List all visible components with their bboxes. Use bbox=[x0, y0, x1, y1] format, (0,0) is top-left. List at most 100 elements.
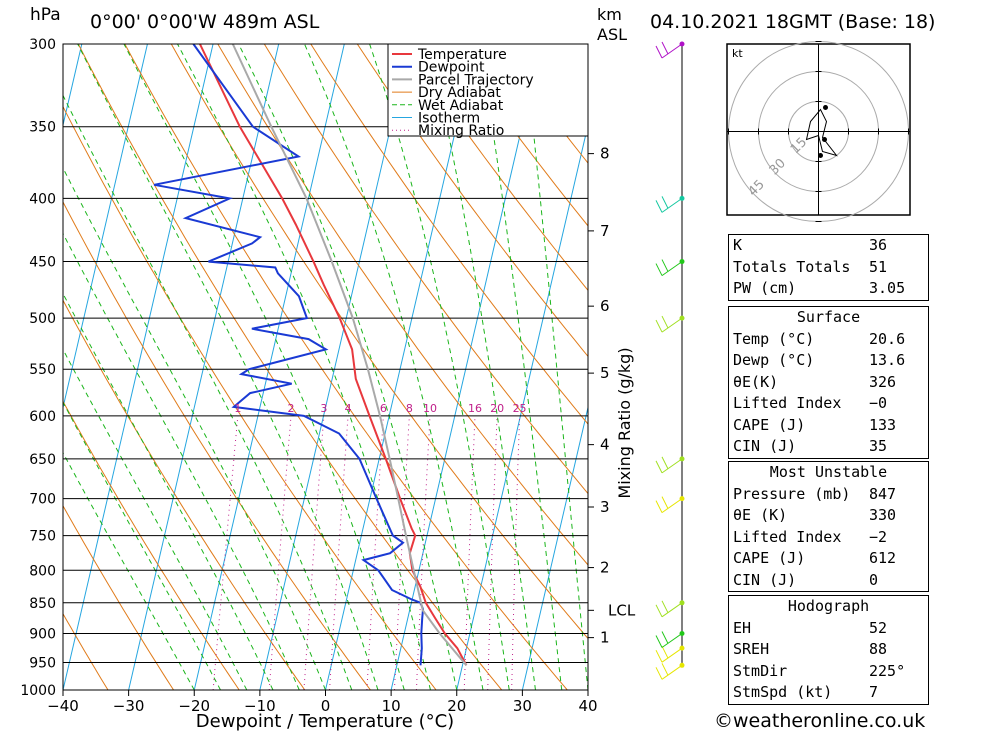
pressure-label: 650 bbox=[29, 452, 56, 468]
mixing-ratio-label: 10 bbox=[423, 402, 437, 415]
most-unstable-box: Most Unstable Pressure (mb) 847 θE (K) 330… bbox=[728, 461, 929, 592]
hodograph-row: StmSpd (kt) 7 bbox=[733, 683, 879, 701]
x-tick-label: −40 bbox=[47, 697, 79, 715]
legend-label: Wet Adiabat bbox=[418, 98, 504, 114]
km-tick-label: 7 bbox=[600, 222, 610, 240]
dry-adiabat-line bbox=[77, 44, 503, 690]
dry-adiabat-line bbox=[63, 612, 109, 690]
km-tick-label: 3 bbox=[600, 498, 610, 516]
isotherm-line bbox=[193, 44, 345, 690]
wet-adiabat-line bbox=[428, 44, 536, 690]
isotherm-line bbox=[259, 44, 411, 690]
mixing-ratio-line bbox=[366, 415, 384, 690]
wet-adiabat-line bbox=[523, 44, 588, 690]
index-row-totals: Totals Totals 51 bbox=[733, 257, 888, 276]
wind-barb bbox=[655, 315, 683, 333]
sounding-profiles bbox=[153, 44, 468, 666]
parcel-trajectory-profile bbox=[231, 44, 468, 666]
hodograph-point bbox=[818, 153, 823, 158]
surface-box: Surface Temp (°C) 20.6 Dewp (°C) 13.6 θE(K… bbox=[728, 306, 929, 459]
surface-row: Temp (°C) 20.6 bbox=[733, 329, 906, 348]
wind-barb bbox=[655, 41, 683, 59]
legend-label: Temperature bbox=[417, 47, 507, 63]
pressure-label: 300 bbox=[29, 37, 56, 53]
x-tick-label: 40 bbox=[578, 697, 597, 715]
x-tick-label: −10 bbox=[244, 697, 276, 715]
wet-adiabat-line bbox=[63, 94, 353, 690]
most-unstable-row: Pressure (mb) 847 bbox=[733, 484, 897, 503]
dry-adiabat-line bbox=[403, 44, 588, 292]
legend-label: Parcel Trajectory bbox=[418, 72, 534, 88]
hodograph-row: SREH 88 bbox=[733, 640, 888, 658]
km-tick-label: LCL bbox=[608, 601, 636, 619]
index-row-pw: PW (cm) 3.05 bbox=[733, 279, 906, 297]
pressure-label: 900 bbox=[29, 626, 56, 642]
dry-adiabat-line bbox=[449, 44, 588, 227]
x-tick-label: −30 bbox=[113, 697, 145, 715]
surface-row: Lifted Index −0 bbox=[733, 394, 888, 412]
wind-barb bbox=[655, 496, 683, 514]
wet-adiabat-line bbox=[63, 292, 274, 690]
pressure-label: 700 bbox=[29, 492, 56, 508]
isotherm-line bbox=[456, 122, 588, 690]
pressure-label: 1000 bbox=[20, 683, 56, 699]
hodograph-trace bbox=[805, 108, 838, 157]
most-unstable-row: Lifted Index −2 bbox=[733, 527, 888, 546]
wet-adiabat-line bbox=[177, 44, 431, 690]
isotherm-line bbox=[63, 44, 214, 690]
wind-barb bbox=[655, 259, 683, 277]
mixing-ratio-axis-label: Mixing Ratio (g/kg) bbox=[615, 347, 634, 498]
x-tick-label: 20 bbox=[447, 697, 466, 715]
copyright-link[interactable]: ©weatheronline.co.uk bbox=[714, 710, 926, 732]
pressure-label: 850 bbox=[29, 596, 56, 612]
hodograph-row: EH 52 bbox=[733, 618, 888, 637]
mixing-ratio-label: 25 bbox=[513, 402, 527, 415]
indices-box: K 36 Totals Totals 51 PW (cm) 3.05 bbox=[728, 234, 929, 301]
pressure-label: 750 bbox=[29, 529, 56, 545]
x-tick-label: 30 bbox=[513, 697, 532, 715]
mixing-ratio-label: 6 bbox=[380, 402, 387, 415]
km-tick-label: 6 bbox=[600, 297, 610, 315]
asl-label: ASL bbox=[597, 25, 627, 44]
isotherm-line bbox=[521, 405, 588, 690]
wet-adiabat-line bbox=[63, 232, 300, 690]
dry-adiabat-line bbox=[263, 44, 588, 495]
km-tick-label: 2 bbox=[600, 559, 610, 577]
wind-profile bbox=[655, 41, 685, 680]
km-label: km bbox=[597, 5, 622, 24]
wind-barb bbox=[655, 456, 683, 474]
mixing-ratio-line bbox=[511, 415, 521, 690]
hodograph-box: Hodograph EH 52 SREH 88 StmDir 225° StmSpd … bbox=[728, 595, 929, 705]
legend-label: Dewpoint bbox=[418, 60, 485, 76]
pressure-label: 400 bbox=[29, 191, 56, 207]
pressure-label: 350 bbox=[29, 120, 56, 136]
surface-row: Dewp (°C) 13.6 bbox=[733, 351, 906, 369]
hodograph-point bbox=[822, 137, 827, 142]
hodograph-unit: kt bbox=[732, 47, 743, 60]
pressure-label: 600 bbox=[29, 409, 56, 425]
dry-adiabat-line bbox=[63, 504, 175, 690]
pressure-label: 950 bbox=[29, 655, 56, 671]
dewpoint-profile bbox=[153, 44, 425, 666]
most-unstable-row: θE (K) 330 bbox=[733, 506, 897, 524]
mixing-ratio-label: 16 bbox=[468, 402, 482, 415]
x-tick-label: −20 bbox=[178, 697, 210, 715]
datetime-title: 04.10.2021 18GMT (Base: 18) bbox=[650, 11, 935, 33]
x-tick-label: 0 bbox=[321, 697, 331, 715]
wind-barb bbox=[655, 645, 683, 663]
mixing-ratio-label: 2 bbox=[288, 402, 295, 415]
dry-adiabat-line bbox=[170, 44, 588, 640]
most-unstable-row: CAPE (J) 612 bbox=[733, 549, 897, 567]
mixing-ratio-label: 20 bbox=[490, 402, 504, 415]
wind-barb bbox=[655, 196, 683, 213]
dry-adiabat-line bbox=[124, 44, 568, 690]
km-tick-label: 5 bbox=[600, 364, 610, 382]
km-tick-label: 8 bbox=[600, 145, 610, 163]
legend-label: Mixing Ratio bbox=[418, 123, 504, 139]
axes: 1 2 3 4 6 8 10 16 20 2530035040045050055060065070… bbox=[20, 37, 635, 715]
isotherm-line bbox=[325, 44, 477, 690]
